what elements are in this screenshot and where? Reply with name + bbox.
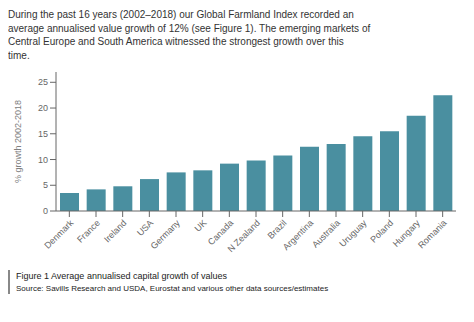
svg-text:Canada: Canada — [205, 217, 236, 248]
svg-text:Hungary: Hungary — [390, 217, 422, 249]
svg-text:% growth 2002-2018: % growth 2002-2018 — [13, 100, 23, 183]
html-text:During the past 16 years (2002: During the past 16 years (2002–2018) our… — [8, 9, 371, 61]
svg-text:USA: USA — [135, 218, 155, 238]
svg-text:10: 10 — [38, 155, 48, 165]
svg-text:France: France — [75, 218, 102, 245]
svg-text:20: 20 — [38, 103, 48, 113]
svg-text:Germany: Germany — [149, 218, 183, 252]
svg-text:N Zealand: N Zealand — [225, 218, 261, 254]
svg-text:UK: UK — [193, 218, 209, 234]
svg-text:Brazil: Brazil — [266, 218, 289, 241]
svg-text:5: 5 — [43, 180, 48, 190]
svg-text:25: 25 — [38, 77, 48, 87]
svg-text:Romania: Romania — [416, 218, 449, 251]
svg-text:Argentina: Argentina — [281, 218, 315, 252]
html-text:Figure 1 Average annualised ca: Figure 1 Average annualised capital grow… — [16, 271, 227, 281]
svg-text:Ireland: Ireland — [102, 218, 129, 245]
svg-text:Poland: Poland — [368, 217, 396, 245]
svg-text:15: 15 — [38, 129, 48, 139]
svg-text:Australia: Australia — [310, 218, 342, 250]
html-text:Source: Savills Research and U: Source: Savills Research and USDA, Euros… — [16, 283, 329, 293]
svg-text:Denmark: Denmark — [42, 218, 75, 251]
svg-text:Uruguay: Uruguay — [337, 218, 368, 249]
svg-text:0: 0 — [43, 206, 48, 216]
